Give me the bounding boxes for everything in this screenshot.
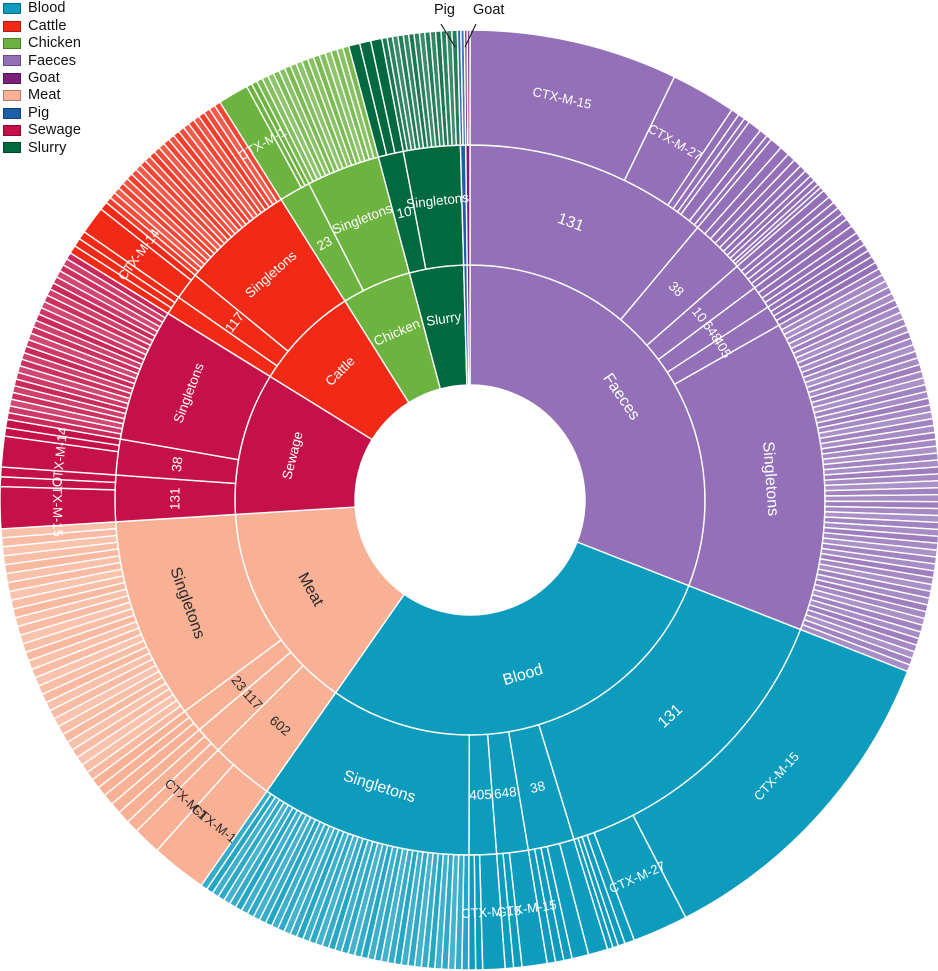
label-st-chicken-0: 23: [314, 233, 334, 253]
legend-label: Chicken: [28, 35, 82, 52]
legend-swatch-blood: [3, 3, 21, 15]
legend-label: Blood: [28, 0, 66, 17]
legend-item-faeces[interactable]: Faeces: [3, 52, 81, 69]
sunburst-arc-layer: [0, 29, 938, 971]
legend-item-sewage[interactable]: Sewage: [3, 122, 81, 139]
label-st-faeces-5: Singletons: [759, 441, 781, 517]
legend-swatch-meat: [3, 90, 21, 102]
goat-leader-line: [464, 23, 477, 48]
legend-label: Faeces: [28, 52, 77, 69]
label-st-sewage-1: 38: [169, 456, 186, 473]
legend-swatch-sewage: [3, 124, 21, 136]
label-st-blood-1: 38: [529, 778, 547, 796]
legend-item-cattle[interactable]: Cattle: [3, 17, 81, 34]
legend-item-slurry[interactable]: Slurry: [3, 139, 81, 156]
legend-swatch-pig: [3, 107, 21, 119]
legend-item-blood[interactable]: Blood: [3, 0, 81, 17]
legend-swatch-slurry: [3, 142, 21, 154]
pig-callout: Pig: [434, 2, 455, 18]
goat-callout: Goat: [473, 2, 505, 18]
label-st-faeces-1: 38: [666, 278, 687, 299]
label-st-faeces-2: 10: [689, 304, 710, 325]
legend-label: Sewage: [28, 122, 81, 139]
legend-label: Cattle: [28, 17, 67, 34]
label-st-meat-2: 23: [228, 673, 249, 694]
label-st-slurry-1: Singletons: [405, 190, 470, 212]
legend-item-pig[interactable]: Pig: [3, 104, 81, 121]
arc-singleton-goat-0-1[interactable]: [466, 29, 471, 146]
legend-swatch-goat: [3, 72, 21, 84]
legend-item-goat[interactable]: Goat: [3, 70, 81, 87]
legend-label: Pig: [28, 104, 50, 121]
legend-swatch-faeces: [3, 55, 21, 67]
legend-item-meat[interactable]: Meat: [3, 87, 81, 104]
pig-leader-line: [440, 23, 456, 48]
label-st-sewage-0: 131: [167, 487, 182, 510]
callout-leader-lines: [440, 23, 477, 48]
label-source-slurry: Slurry: [425, 309, 462, 329]
legend-label: Goat: [28, 70, 60, 86]
legend-label: Meat: [28, 87, 61, 104]
label-st-slurry-0: 10: [395, 203, 413, 221]
legend: Blood Cattle Chicken Faeces Goat Meat Pig Sewag…: [3, 0, 81, 157]
label-gene-sewage-1-0: CTX-M-14: [49, 427, 70, 488]
legend-label: Slurry: [28, 139, 67, 156]
label-st-blood-2: 648: [493, 784, 517, 802]
legend-swatch-chicken: [3, 37, 21, 49]
label-gene-sewage-0-0: CTX-M-15: [50, 477, 66, 537]
legend-item-chicken[interactable]: Chicken: [3, 35, 81, 52]
label-gene-blood-3-0: CTX-M-15: [461, 903, 522, 921]
legend-swatch-cattle: [3, 20, 21, 32]
label-st-blood-3: 405: [469, 787, 492, 803]
